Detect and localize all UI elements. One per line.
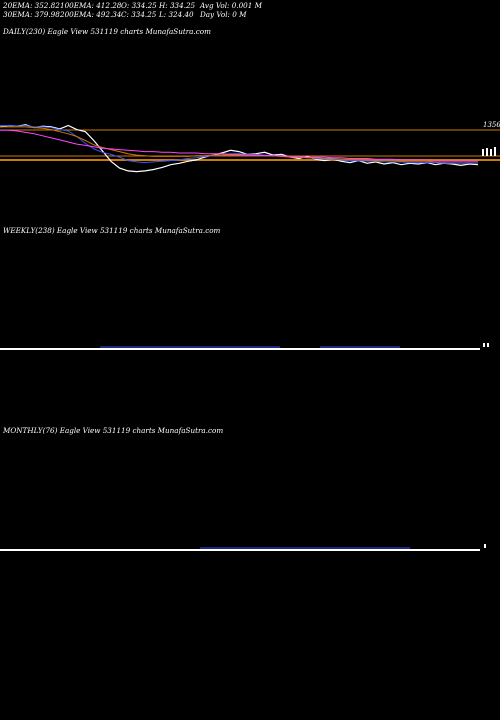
weekly-series-group [0,343,489,350]
ema200-stat: 200EMA: 492.34 [60,10,122,19]
daily-series-line-0 [0,124,479,173]
daily-series-line-3 [0,129,478,162]
low-stat: L: 324.40 [159,10,194,19]
daily-series-line-1 [0,124,478,164]
daily-panel-label: DAILY(230) Eagle View 531119 charts Muna… [3,27,211,36]
day-vol-stat: Day Vol: 0 M [200,10,247,19]
candle [486,148,488,156]
weekly-panel-label: WEEKLY(238) Eagle View 531119 charts Mun… [3,226,221,235]
ema100-stat: 100EMA: 412.28 [60,1,122,10]
candle [482,149,484,156]
candle [484,544,486,548]
candle [487,343,489,347]
open-stat: O: 334.25 [121,1,157,10]
daily-series-group [0,124,479,173]
candle [494,147,496,156]
candle [490,149,492,156]
ema20-stat: 20EMA: 352.82 [3,1,60,10]
ema30-stat: 30EMA: 379.98 [3,10,60,19]
daily-candles [482,147,496,156]
monthly-series-group [0,544,486,551]
avg-vol-stat: Avg Vol: 0.001 M [200,1,262,10]
monthly-panel-label: MONTHLY(76) Eagle View 531119 charts Mun… [3,426,224,435]
candle [483,343,485,347]
high-stat: H: 334.25 [159,1,196,10]
daily-y-label: 1356 [483,121,500,129]
daily-series-line-2 [0,126,478,163]
close-stat: C: 334.25 [121,10,157,19]
